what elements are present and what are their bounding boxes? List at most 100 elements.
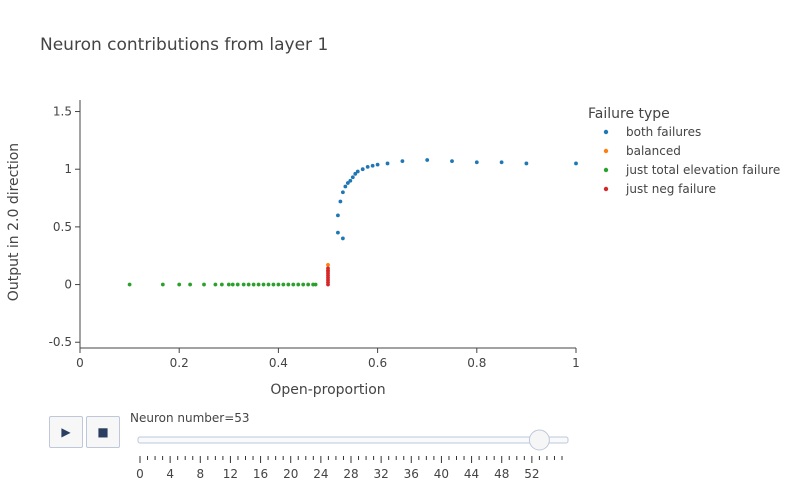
- data-point: [213, 282, 218, 287]
- data-point: [524, 161, 529, 166]
- y-tick-label: 0.5: [53, 220, 72, 234]
- data-point: [160, 282, 165, 287]
- x-tick-label: 0.2: [170, 356, 189, 370]
- slider-tick-label: 52: [524, 467, 539, 481]
- slider-tick-label: 4: [166, 467, 174, 481]
- legend-item[interactable]: balanced: [603, 144, 681, 158]
- data-point: [355, 169, 360, 174]
- data-point: [241, 282, 246, 287]
- data-point: [499, 160, 504, 165]
- y-tick-label: 1.5: [53, 105, 72, 119]
- data-point: [385, 161, 390, 166]
- series-just-total-elevation-failure: [127, 282, 318, 287]
- x-tick-label: 1: [572, 356, 580, 370]
- data-point: [188, 282, 193, 287]
- data-point: [340, 236, 345, 241]
- slider-tick-label: 8: [196, 467, 204, 481]
- y-tick-label: 1: [64, 162, 72, 176]
- data-point: [291, 282, 296, 287]
- data-point: [425, 158, 430, 162]
- slider-tick-label: 44: [464, 467, 479, 481]
- legend-marker: [603, 186, 609, 192]
- data-point: [235, 282, 240, 287]
- slider-handle[interactable]: [528, 429, 550, 451]
- data-point: [400, 159, 405, 164]
- x-tick-label: 0.4: [269, 356, 288, 370]
- data-point: [301, 282, 306, 287]
- data-point: [450, 159, 454, 164]
- data-point: [296, 282, 301, 287]
- data-point: [343, 184, 348, 189]
- data-point: [326, 263, 330, 267]
- y-axis-title: Output in 2.0 direction: [6, 143, 22, 301]
- slider-tick-label: 12: [223, 467, 238, 481]
- slider-tick-label: 28: [343, 467, 358, 481]
- data-point: [256, 282, 261, 287]
- y-tick-label: -0.5: [49, 335, 72, 349]
- data-point: [313, 282, 318, 287]
- y-tick-label: 0: [64, 278, 72, 292]
- legend-item[interactable]: just neg failure: [603, 182, 716, 196]
- slider-tick-label: 0: [136, 467, 144, 481]
- data-point: [271, 282, 276, 287]
- slider-tick-label: 40: [434, 467, 449, 481]
- data-point: [202, 282, 206, 287]
- data-point: [246, 282, 251, 287]
- slider-tick-label: 20: [283, 467, 298, 481]
- data-point: [574, 161, 578, 166]
- slider-rail[interactable]: [137, 436, 569, 444]
- data-point: [326, 266, 330, 271]
- data-point: [336, 213, 340, 218]
- chart-title: Neuron contributions from layer 1: [40, 35, 328, 55]
- y-axis: -0.5 0 0.5 1 1.5: [49, 100, 81, 349]
- plot-area: [127, 158, 578, 287]
- x-axis: 0 0.2 0.4 0.6 0.8 1: [76, 347, 580, 370]
- data-point: [370, 163, 375, 168]
- data-point: [177, 282, 182, 287]
- x-tick-label: 0.8: [467, 356, 486, 370]
- data-point: [348, 178, 353, 183]
- x-axis-title: Open-proportion: [270, 382, 385, 398]
- legend-label: just total elevation failure: [625, 163, 780, 177]
- data-point: [375, 162, 380, 167]
- data-point: [281, 282, 286, 287]
- legend-label: balanced: [626, 144, 681, 158]
- stop-button[interactable]: ■: [86, 416, 120, 448]
- data-point: [251, 282, 256, 287]
- data-point: [360, 167, 365, 172]
- data-point: [350, 175, 355, 180]
- legend-marker: [603, 167, 609, 173]
- data-point: [340, 190, 345, 195]
- data-point: [219, 282, 224, 287]
- stop-icon: ■: [97, 425, 109, 439]
- slider-current-value-label: Neuron number=53: [130, 411, 250, 425]
- legend-title: Failure type: [588, 106, 670, 122]
- data-point: [266, 282, 271, 287]
- legend-label: just neg failure: [625, 182, 716, 196]
- data-point: [261, 282, 266, 287]
- data-point: [365, 165, 370, 169]
- slider-tick-label: 16: [253, 467, 268, 481]
- slider-tick-label: 32: [374, 467, 389, 481]
- legend-marker: [603, 129, 609, 135]
- slider-tick-label: 36: [404, 467, 419, 481]
- data-point: [336, 230, 340, 235]
- x-tick-label: 0.6: [368, 356, 387, 370]
- data-point: [474, 160, 479, 165]
- data-point: [276, 282, 281, 287]
- series-just-neg-failure: [326, 266, 330, 287]
- play-icon: ▶: [61, 425, 71, 439]
- x-tick-label: 0: [76, 356, 84, 370]
- slider-tick-label: 24: [313, 467, 328, 481]
- data-point: [345, 181, 350, 185]
- slider-tick-label: 48: [494, 467, 509, 481]
- series-both-failures: [336, 158, 578, 241]
- legend: Failure type both failures balanced just t…: [588, 106, 780, 196]
- data-point: [226, 282, 231, 287]
- neuron-slider[interactable]: 0 4 8 12 16 20 24 28 32 36 40 44 48 52: [136, 429, 569, 481]
- legend-label: both failures: [626, 125, 701, 139]
- legend-item[interactable]: just total elevation failure: [603, 163, 780, 177]
- play-button[interactable]: ▶: [49, 416, 83, 448]
- legend-item[interactable]: both failures: [603, 125, 701, 139]
